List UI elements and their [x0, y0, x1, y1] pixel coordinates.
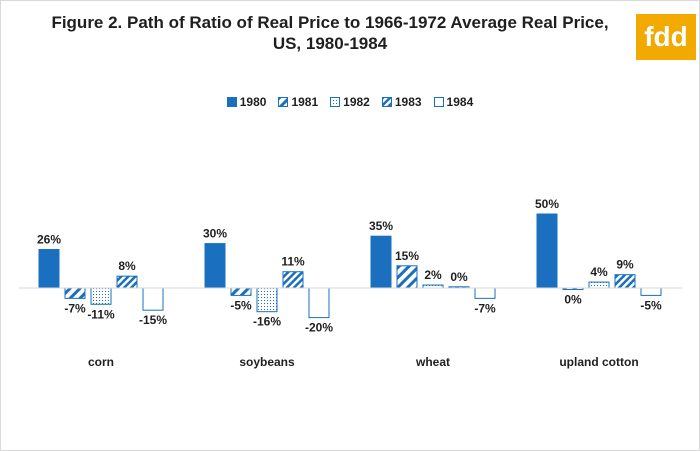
category-label-wheat: wheat [415, 355, 450, 369]
data-label-upland-cotton-1982: 4% [590, 265, 608, 279]
bar-upland-cotton-1980 [536, 213, 558, 289]
bar-corn-1982 [90, 287, 112, 305]
legend-item-1981: 1981 [278, 94, 318, 110]
legend-swatch-1982 [330, 97, 341, 107]
bar-corn-1984 [142, 287, 164, 311]
data-label-corn-1983: 8% [118, 259, 136, 273]
data-label-wheat-1984: -7% [474, 301, 496, 315]
legend-swatch-1984 [433, 97, 444, 107]
data-label-wheat-1983: 0% [450, 270, 468, 284]
fdd-logo: fdd [636, 14, 696, 60]
data-label-wheat-1982: 2% [424, 268, 442, 282]
data-label-upland-cotton-1981: 0% [564, 292, 582, 306]
bar-upland-cotton-1984 [640, 287, 662, 296]
bar-corn-1981 [64, 287, 86, 299]
legend-label-1981: 1981 [291, 95, 319, 109]
data-label-wheat-1981: 15% [395, 249, 419, 263]
data-label-upland-cotton-1980: 50% [535, 197, 559, 211]
legend-label-1983: 1983 [394, 95, 422, 109]
category-label-corn: corn [88, 355, 114, 369]
bar-wheat-1984 [474, 287, 496, 299]
legend-swatch-1983 [381, 97, 392, 107]
bar-soybeans-1981 [230, 287, 252, 296]
bar-upland-cotton-1982 [588, 281, 610, 289]
bar-corn-1980 [38, 249, 60, 289]
data-label-corn-1981: -7% [64, 301, 86, 315]
data-label-soybeans-1982: -16% [253, 315, 281, 329]
data-label-soybeans-1980: 30% [203, 227, 227, 241]
bar-wheat-1980 [370, 235, 392, 289]
bar-soybeans-1984 [308, 287, 330, 319]
legend-item-1980: 1980 [226, 94, 267, 110]
bar-soybeans-1982 [256, 287, 278, 313]
data-label-soybeans-1984: -20% [305, 321, 333, 335]
data-label-wheat-1980: 35% [369, 219, 393, 233]
chart-title: Figure 2. Path of Ratio of Real Price to… [51, 13, 609, 53]
legend-swatch-1980 [226, 97, 237, 107]
legend-item-1984: 1984 [433, 94, 474, 110]
bar-wheat-1981 [396, 265, 418, 289]
data-label-corn-1980: 26% [37, 233, 61, 247]
bar-soybeans-1980 [204, 243, 226, 289]
data-label-corn-1984: -15% [139, 313, 167, 327]
category-label-upland-cotton: upland cotton [559, 355, 638, 369]
legend-label-1980: 1980 [239, 95, 267, 109]
data-label-soybeans-1981: -5% [230, 298, 252, 312]
data-label-corn-1982: -11% [87, 307, 115, 321]
bar-upland-cotton-1983 [614, 274, 636, 289]
legend-label-1984: 1984 [446, 95, 474, 109]
legend-label-1982: 1982 [343, 95, 370, 109]
legend-swatch-1981 [278, 97, 289, 107]
legend-item-1982: 1982 [330, 94, 370, 110]
bar-corn-1983 [116, 275, 138, 289]
chart-legend: 1980 1981 1982 1983 1984 [0, 94, 700, 110]
data-label-upland-cotton-1983: 9% [616, 258, 634, 272]
data-label-soybeans-1983: 11% [281, 255, 305, 269]
category-label-soybeans: soybeans [239, 355, 295, 369]
data-label-upland-cotton-1984: -5% [640, 298, 662, 312]
bar-soybeans-1983 [282, 271, 304, 289]
legend-item-1983: 1983 [381, 94, 422, 110]
